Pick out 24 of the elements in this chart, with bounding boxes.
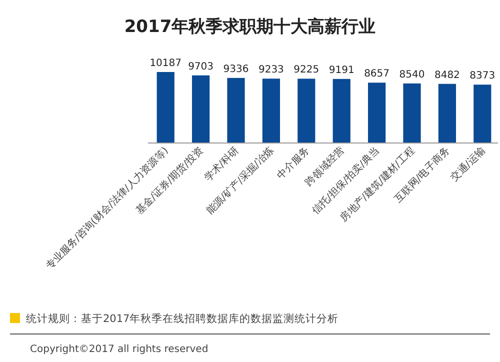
bar — [474, 84, 492, 143]
bar — [298, 78, 316, 143]
text: 统计规则：基于2017年秋季在线招聘数据库的数据监测统计分析 — [26, 312, 339, 325]
x-tick-label: 交通/运输 — [448, 144, 488, 184]
data-label: 9336 — [223, 64, 249, 75]
data-label: 9225 — [294, 64, 320, 76]
bar — [192, 75, 210, 143]
data-label: 8540 — [399, 69, 425, 80]
data-label: 9191 — [328, 64, 354, 76]
bar — [332, 78, 350, 143]
chart-title: 2017年秋季求职期十大高薪行业 — [124, 17, 376, 37]
data-label: 8657 — [364, 68, 390, 80]
bar — [227, 78, 245, 143]
text: Copyright©2017 all rights reserved — [30, 344, 208, 355]
bar — [368, 82, 386, 143]
bar — [156, 72, 174, 143]
data-label: 9703 — [188, 61, 214, 72]
data-label: 8482 — [434, 70, 460, 81]
bar — [438, 84, 456, 143]
data-label: 8373 — [470, 70, 496, 82]
data-label: 10187 — [150, 58, 182, 69]
bar — [262, 78, 280, 143]
bar — [403, 83, 421, 143]
data-label: 9233 — [258, 64, 284, 76]
